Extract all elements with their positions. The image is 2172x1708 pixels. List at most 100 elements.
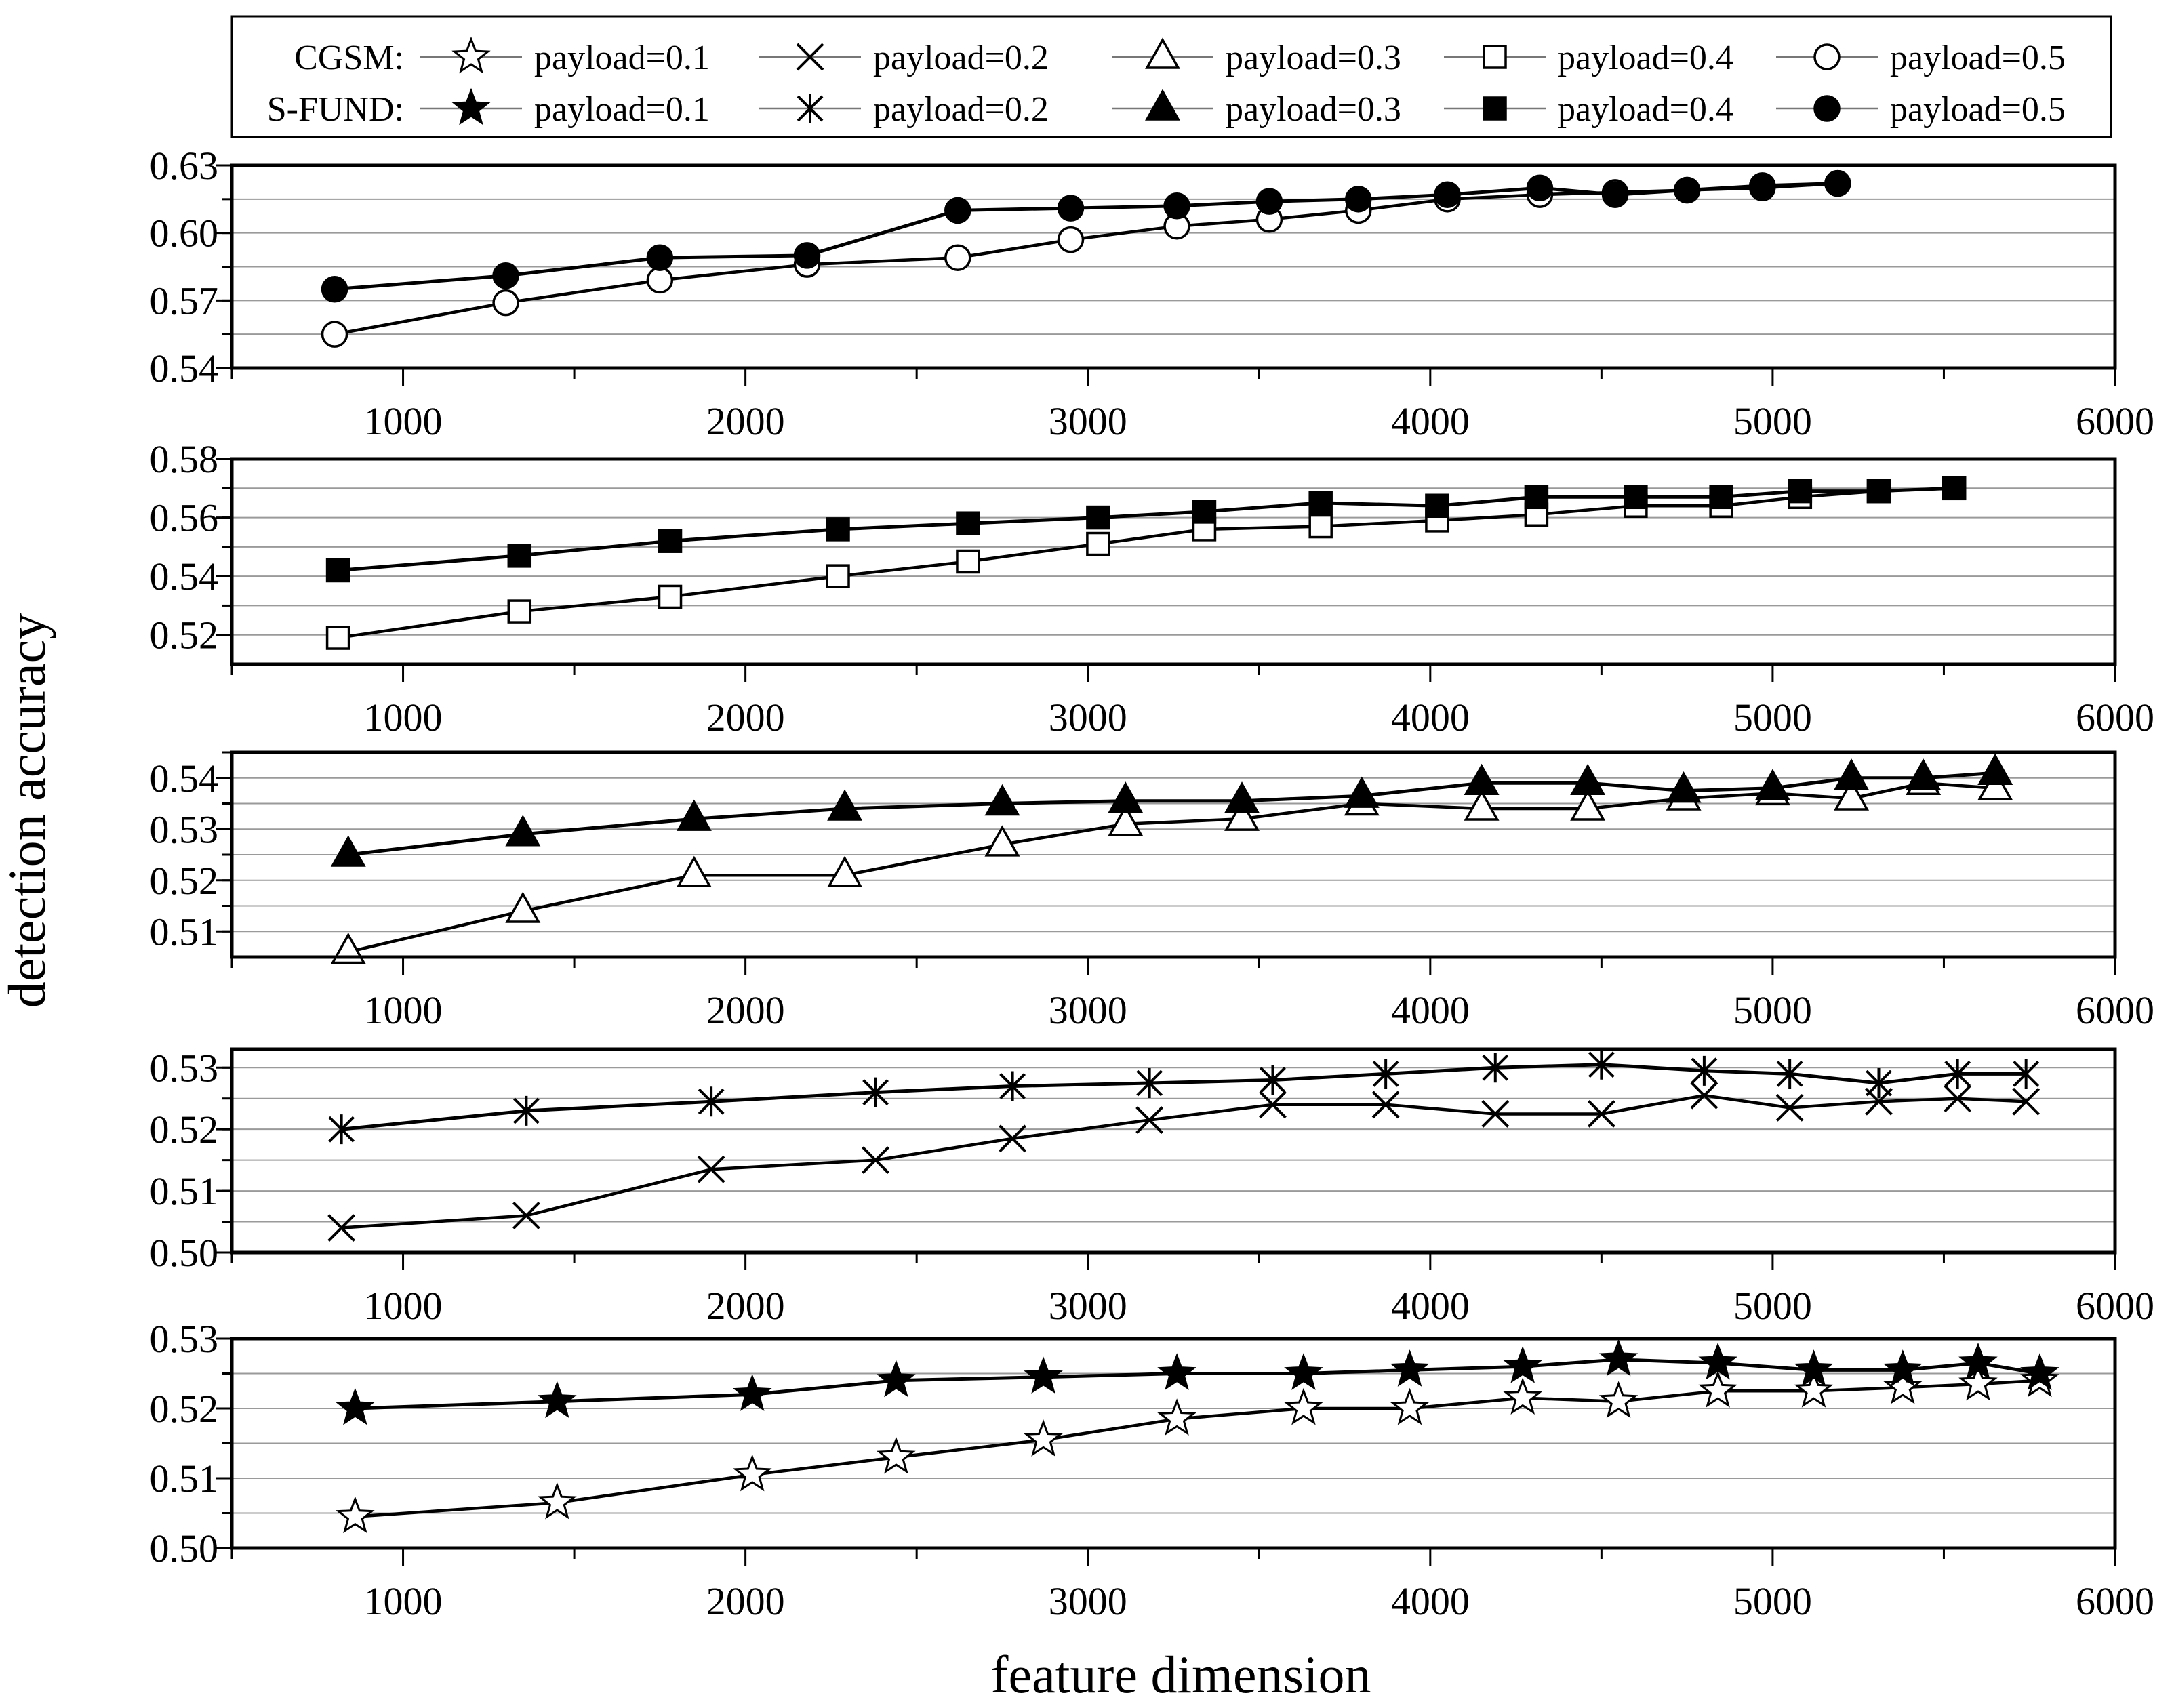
series-cgsm-payload-0.1 [336, 1360, 2059, 1534]
y-tick-label: 0.52 [150, 859, 219, 903]
data-point [330, 835, 366, 867]
data-point [1883, 1366, 1923, 1404]
data-point [658, 584, 683, 609]
x-tick-label: 3000 [1049, 988, 1127, 1032]
panel-frame [230, 1047, 2117, 1255]
y-tick-label: 0.53 [150, 807, 219, 851]
x-tick-label: 1000 [364, 399, 443, 443]
x-tick-label: 2000 [706, 1284, 785, 1328]
data-point [492, 262, 519, 289]
x-tick-label: 1000 [364, 1579, 443, 1623]
legend-marker [797, 94, 824, 123]
x-tick-label: 1000 [364, 988, 443, 1032]
data-point [505, 891, 541, 923]
data-point [336, 1387, 375, 1425]
data-point [1434, 181, 1461, 208]
data-point [877, 1436, 916, 1474]
data-point [328, 1114, 355, 1145]
y-tick-label: 0.58 [150, 437, 219, 481]
y-axis-title: detection accuracy [0, 613, 56, 1008]
data-point [1372, 1059, 1399, 1089]
data-point [984, 825, 1020, 857]
data-point [1666, 771, 1702, 803]
data-point [325, 626, 350, 650]
x-tick-label: 6000 [2076, 1284, 2154, 1328]
data-point [1108, 781, 1144, 813]
y-tick-label: 0.60 [150, 211, 219, 256]
data-point [336, 1496, 375, 1534]
data-point [1776, 1059, 1803, 1089]
x-tick-label: 1000 [364, 695, 443, 739]
legend-marker [1145, 37, 1180, 69]
data-point [1057, 226, 1085, 253]
legend-entry-label: payload=0.2 [873, 39, 1049, 77]
data-point [944, 197, 971, 224]
data-point [1709, 485, 1733, 510]
legend-marker [1145, 89, 1180, 121]
data-point [1624, 485, 1648, 510]
data-point [1024, 1356, 1063, 1394]
data-point [1157, 1398, 1196, 1436]
series-line [341, 1063, 2026, 1131]
data-point [944, 244, 971, 271]
data-point [1866, 479, 1891, 504]
data-point [646, 266, 674, 294]
data-point [1390, 1349, 1430, 1387]
legend-marker [1813, 43, 1841, 70]
x-tick-label: 5000 [1733, 988, 1812, 1032]
x-axis-title: feature dimension [991, 1645, 1371, 1704]
data-point [1464, 789, 1500, 821]
y-tick-label: 0.52 [150, 613, 219, 657]
data-point [1284, 1353, 1323, 1390]
data-point [999, 1124, 1027, 1153]
y-tick-label: 0.54 [150, 554, 219, 598]
data-point [1482, 1053, 1509, 1083]
data-point [1503, 1377, 1542, 1415]
data-point [1136, 1068, 1163, 1098]
data-point [827, 789, 863, 821]
data-point [1906, 758, 1942, 790]
data-point [1587, 1100, 1615, 1128]
data-point [1344, 186, 1372, 213]
data-point [1788, 479, 1813, 504]
x-tick-label: 2000 [706, 1579, 785, 1623]
data-point [862, 1146, 889, 1175]
data-point [1086, 505, 1110, 530]
data-point [793, 242, 821, 269]
x-tick-label: 4000 [1391, 1579, 1470, 1623]
data-point [1673, 176, 1701, 204]
legend-entry-label: payload=0.1 [534, 90, 710, 129]
series-s-fund-payload-0.5 [321, 169, 1851, 303]
data-point [1698, 1370, 1737, 1408]
x-tick-label: 4000 [1391, 399, 1470, 443]
y-tick-label: 0.54 [150, 756, 219, 800]
data-point [1754, 769, 1790, 800]
data-point [956, 549, 980, 574]
data-point [321, 321, 348, 348]
x-tick-label: 4000 [1391, 988, 1470, 1032]
data-point [1749, 172, 1776, 199]
data-point [676, 855, 712, 887]
x-tick-label: 2000 [706, 988, 785, 1032]
panels: 0.54 0.57 0.60 0.63 1000 2000 3000 4000 5000 6000… [150, 144, 2155, 1623]
data-point [1588, 1049, 1615, 1080]
data-point [1259, 1091, 1287, 1119]
data-point [1255, 188, 1283, 215]
data-point [1601, 181, 1629, 208]
data-point [507, 544, 532, 568]
legend-marker [796, 43, 824, 71]
x-tick-label: 6000 [2076, 1579, 2154, 1623]
data-point [1308, 514, 1333, 539]
series-s-fund-payload-0.1 [336, 1339, 2059, 1425]
data-point [325, 558, 350, 583]
data-point [2013, 1059, 2040, 1089]
data-point [1192, 500, 1217, 524]
data-point [1794, 1349, 1834, 1387]
data-point [697, 1155, 725, 1183]
legend-entry-label: payload=0.3 [1226, 90, 1401, 129]
panel-payload-0.4: 0.52 0.54 0.56 0.58 1000 2000 3000 4000 5000 6000 [150, 437, 2155, 739]
y-tick-label: 0.63 [150, 144, 219, 188]
data-point [1371, 1091, 1400, 1119]
x-tick-label: 6000 [2076, 988, 2154, 1032]
legend-marker [1483, 45, 1507, 69]
